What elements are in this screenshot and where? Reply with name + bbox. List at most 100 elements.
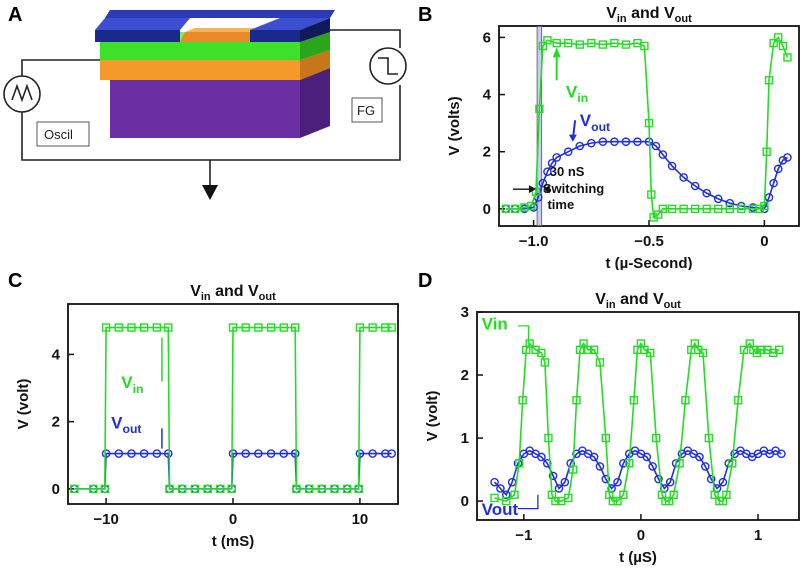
data-point-vin (575, 40, 584, 49)
data-point-vin (510, 490, 519, 499)
data-point-vin (292, 484, 301, 494)
data-point-vin (737, 204, 746, 214)
data-point-vin (355, 323, 365, 332)
data-point-vin (714, 204, 723, 214)
data-point-vin (228, 323, 238, 332)
data-point-vout (773, 164, 783, 174)
data-point-vout (783, 153, 792, 162)
data-point-vout (695, 452, 704, 462)
data-point-vin (279, 323, 288, 332)
panel-label-d: D (418, 270, 433, 292)
x-tick-label: 1 (754, 527, 762, 544)
data-point-vout (679, 173, 688, 182)
data-point-vin (725, 204, 734, 214)
data-point-vin (114, 323, 123, 332)
data-point-vin (679, 204, 688, 214)
data-point-vin (589, 345, 599, 355)
x-axis-label: t (mS) (212, 533, 255, 550)
data-point-vout (665, 477, 675, 487)
series-line-vin (74, 326, 392, 490)
data-point-vout (368, 449, 377, 458)
x-tick-label: −1.0 (519, 233, 549, 250)
y-axis-label: V (volt) (15, 379, 32, 430)
y-tick-label: 0 (52, 481, 60, 498)
data-point-vin (739, 345, 749, 355)
vin-label: Vin (121, 373, 143, 396)
data-point-vin (70, 484, 79, 494)
data-point-vin (216, 484, 225, 494)
data-point-vin (646, 348, 655, 358)
data-point-vout (589, 452, 599, 462)
data-point-vin (629, 396, 639, 405)
y-tick-label: 2 (52, 414, 60, 431)
data-point-vout (642, 452, 652, 462)
data-point-vin (608, 496, 618, 506)
data-point-vin (619, 490, 628, 499)
plot-area (501, 26, 792, 226)
function-generator-icon (369, 47, 407, 85)
fg-label: FG (357, 103, 375, 118)
data-point-vin (783, 53, 792, 62)
data-point-vout (563, 147, 573, 157)
chart-title-v: V (606, 5, 617, 22)
y-tick-label: 0 (483, 201, 491, 218)
data-point-vin (669, 490, 678, 499)
x-tick-label: −0.5 (634, 233, 664, 250)
data-point-vout (547, 158, 557, 168)
chart-title: Vin and Vout (595, 291, 681, 311)
data-point-vin (543, 36, 552, 45)
data-point-vin (89, 484, 98, 494)
data-point-vin (101, 323, 111, 332)
y-axis-label: V (volt) (424, 391, 441, 442)
vout-arrow-head (568, 134, 577, 142)
vin-label-sub: in (577, 91, 588, 105)
panel-label-b: B (418, 4, 433, 26)
vin-label-main: V (121, 373, 133, 392)
y-tick-label: 6 (483, 29, 491, 46)
data-point-vout (777, 449, 786, 459)
data-point-vin (241, 323, 250, 332)
data-point-vout (654, 474, 663, 484)
plot-area (490, 339, 786, 506)
data-point-vin (551, 496, 560, 506)
switching-annotation-line: time (547, 197, 574, 212)
data-point-vout (543, 167, 552, 177)
data-point-vout (381, 449, 390, 458)
oscil-box (36, 121, 90, 147)
data-point-vout (127, 449, 136, 458)
x-tick-label: 0 (229, 511, 237, 528)
data-point-vin (203, 484, 212, 494)
vout-label-main: V (580, 111, 592, 130)
vin-label: Vin (566, 82, 588, 105)
data-point-vout (658, 150, 668, 159)
data-point-vin (658, 204, 668, 214)
vin-label: Vin (482, 315, 508, 334)
y-axis-label: V (volts) (446, 96, 463, 155)
vin-arrow-head (552, 47, 561, 58)
data-point-vin (654, 210, 663, 219)
data-point-vin (525, 339, 534, 348)
vout-label-sub: out (591, 120, 610, 134)
data-point-vin (152, 323, 162, 332)
data-point-vout (552, 153, 561, 162)
data-point-vout (554, 484, 564, 493)
data-point-vin (778, 41, 788, 51)
x-tick-label: 0 (637, 527, 645, 544)
data-point-vin (139, 323, 149, 332)
data-point-vin (675, 459, 684, 468)
data-point-vin (165, 484, 174, 494)
chart-title-join: and V (211, 283, 259, 300)
data-point-vin (640, 41, 649, 51)
oscilloscope-icon (3, 75, 41, 113)
data-point-vin (774, 33, 783, 42)
switching-annotation-line: 30 nS (550, 164, 585, 179)
data-point-vin (178, 484, 187, 494)
y-tick-label: 4 (483, 87, 492, 104)
data-point-vout (266, 449, 276, 458)
data-point-vout (101, 449, 111, 458)
x-axis-label: t (µ-Second) (606, 255, 693, 270)
data-point-vin (568, 465, 578, 474)
data-point-vin (698, 348, 708, 358)
chart-title-sub-in: in (606, 299, 616, 311)
y-tick-label: 3 (461, 304, 469, 321)
